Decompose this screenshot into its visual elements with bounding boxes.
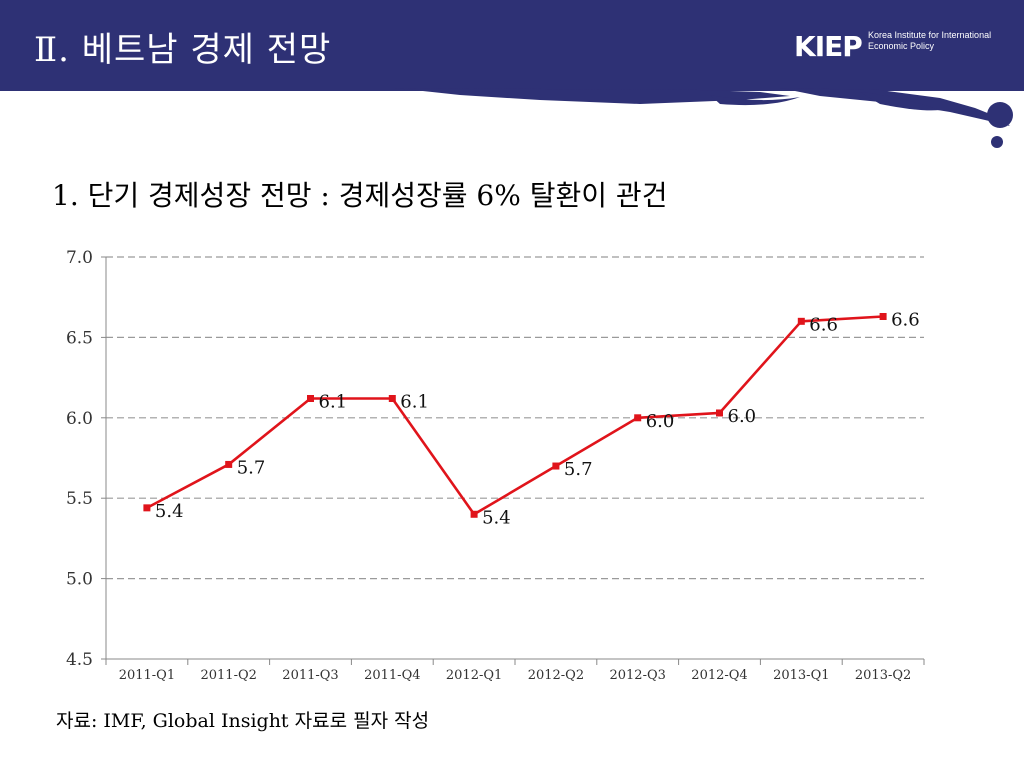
source-note: 자료: IMF, Global Insight 자료로 필자 작성 xyxy=(56,710,430,732)
series-line xyxy=(146,315,884,516)
y-tick-label: 6.0 xyxy=(66,409,93,429)
header-bar: Ⅱ. 베트남 경제 전망 KIEP Korea Institute for In… xyxy=(0,0,1024,91)
axis-layer: 4.5 5.0 5.5 6.0 6.5 7.0 2011-Q1 2011-Q2 2011-Q3 2… xyxy=(66,248,925,683)
data-point xyxy=(388,395,396,403)
data-point xyxy=(225,460,233,468)
data-label: 5.4 xyxy=(155,501,184,522)
chart-heading: 1. 단기 경제성장 전망 : 경제성장률 6% 탈환이 관건 xyxy=(52,179,668,212)
data-point xyxy=(797,317,805,325)
data-point xyxy=(716,409,723,417)
x-tick-label: 2012-Q2 xyxy=(528,668,584,683)
x-tick-label: 2011-Q2 xyxy=(200,668,256,683)
x-tick-label: 2011-Q3 xyxy=(282,668,338,683)
data-label: 5.7 xyxy=(564,459,593,480)
x-tick-label: 2012-Q4 xyxy=(691,668,747,683)
data-label: 6.1 xyxy=(319,392,348,413)
data-label: 6.0 xyxy=(646,411,675,432)
series-layer xyxy=(143,312,887,518)
label-layer: 5.4 5.7 6.1 6.1 5.4 5.7 6.0 6.0 6.6 6.6 xyxy=(155,309,920,528)
logo-mark: KIEP xyxy=(794,30,863,63)
x-tick-label: 2013-Q1 xyxy=(773,668,829,683)
data-label: 6.6 xyxy=(891,309,920,330)
data-point xyxy=(552,462,560,470)
y-tick-label: 4.5 xyxy=(66,650,93,670)
y-tick-label: 6.5 xyxy=(66,328,93,348)
page-title: Ⅱ. 베트남 경제 전망 xyxy=(34,30,332,70)
logo-line-1: Korea Institute for International xyxy=(868,30,992,40)
brush-stroke-decoration xyxy=(395,88,1013,148)
y-tick-label: 7.0 xyxy=(66,248,93,268)
logo-text: Korea Institute for International Econom… xyxy=(868,30,991,52)
data-point xyxy=(634,414,642,422)
x-tick-label: 2012-Q1 xyxy=(446,668,502,683)
data-label: 5.7 xyxy=(237,457,266,478)
data-point xyxy=(470,510,478,518)
x-tick-label: 2012-Q3 xyxy=(609,668,665,683)
line-chart: 4.5 5.0 5.5 6.0 6.5 7.0 2011-Q1 2011-Q2 2011-Q3 2… xyxy=(66,248,925,683)
data-label: 6.6 xyxy=(809,314,838,335)
data-point xyxy=(143,504,151,512)
data-label: 6.1 xyxy=(400,392,429,413)
y-tick-label: 5.5 xyxy=(66,489,93,509)
x-tick-label: 2013-Q2 xyxy=(855,668,911,683)
data-label: 5.4 xyxy=(482,507,511,528)
logo-line-2: Economic Policy xyxy=(868,41,935,51)
x-tick-label: 2011-Q1 xyxy=(119,668,175,683)
x-tick-label: 2011-Q4 xyxy=(364,668,420,683)
data-label: 6.0 xyxy=(728,406,757,427)
data-point xyxy=(879,312,887,320)
y-tick-label: 5.0 xyxy=(66,570,93,590)
grid-layer xyxy=(106,256,924,580)
data-point xyxy=(307,395,314,403)
